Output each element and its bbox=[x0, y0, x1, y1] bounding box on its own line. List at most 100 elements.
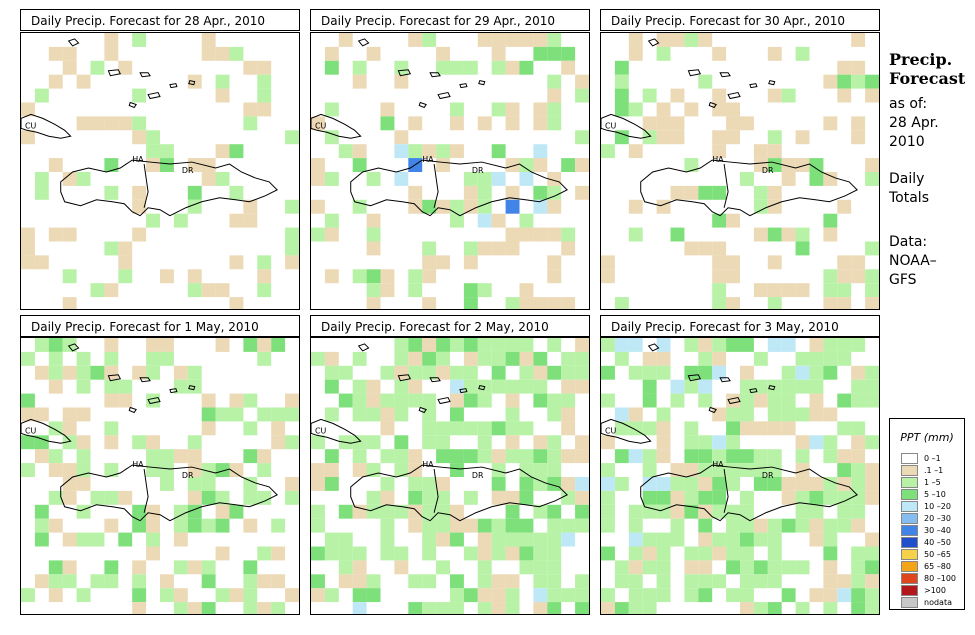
precip-cell bbox=[491, 351, 506, 366]
precip-cell bbox=[575, 449, 589, 464]
island-outline bbox=[107, 374, 122, 382]
precip-cell bbox=[519, 351, 534, 366]
precip-cell bbox=[851, 393, 866, 408]
precip-cell bbox=[215, 74, 230, 89]
precip-cell bbox=[753, 532, 768, 547]
precip-cell bbox=[823, 546, 838, 561]
precip-cell bbox=[324, 379, 339, 394]
precip-cell bbox=[865, 546, 879, 561]
precip-cell bbox=[865, 560, 879, 575]
precip-cell bbox=[628, 407, 643, 422]
island-outline bbox=[727, 397, 741, 405]
precip-cell bbox=[767, 574, 782, 589]
precip-cell bbox=[823, 476, 838, 491]
precip-cell bbox=[118, 393, 133, 408]
precip-cell bbox=[104, 185, 119, 200]
precip-cell bbox=[865, 365, 879, 380]
precip-cell bbox=[740, 393, 754, 408]
precip-cell bbox=[257, 490, 272, 505]
precip-cell bbox=[76, 463, 91, 477]
precip-cell bbox=[201, 574, 216, 589]
precip-cell bbox=[809, 365, 824, 380]
legend-rows: 0 –1 .1 –1 1 –5 5 –10 10 –20 20 –30 30 –40 40 –… bbox=[890, 452, 964, 608]
precip-cell bbox=[712, 546, 727, 561]
precip-cell bbox=[21, 435, 35, 450]
precip-cell bbox=[670, 379, 685, 394]
precip-cell bbox=[48, 351, 63, 366]
precip-cell bbox=[34, 504, 49, 519]
precip-cell bbox=[463, 449, 478, 464]
asof-label: as of: bbox=[889, 96, 928, 112]
precip-cell bbox=[394, 130, 409, 145]
precip-cell bbox=[656, 130, 671, 145]
precip-cell bbox=[519, 518, 534, 533]
precip-cell bbox=[547, 518, 562, 533]
precip-cell bbox=[851, 74, 866, 89]
precip-cell bbox=[76, 171, 91, 186]
data-line1: Data: bbox=[889, 234, 928, 250]
precip-cell bbox=[684, 338, 699, 352]
legend-swatch bbox=[901, 584, 918, 596]
precip-cell bbox=[684, 158, 699, 172]
precip-cell bbox=[851, 60, 866, 75]
precip-cell bbox=[575, 74, 589, 89]
precip-cell bbox=[767, 476, 782, 491]
precip-cell bbox=[380, 476, 395, 491]
precip-cell bbox=[271, 338, 286, 352]
precip-cell bbox=[338, 560, 353, 575]
precip-cell bbox=[753, 199, 768, 214]
precip-cell bbox=[642, 588, 657, 603]
precip-cell bbox=[62, 476, 77, 491]
precip-cell bbox=[781, 365, 796, 380]
precip-cell bbox=[394, 365, 409, 380]
precip-cell bbox=[505, 490, 520, 505]
precip-cell bbox=[865, 74, 879, 89]
precip-cell bbox=[726, 518, 740, 533]
precip-cell bbox=[684, 504, 699, 519]
precip-cell bbox=[380, 407, 395, 422]
precip-cell bbox=[851, 560, 866, 575]
precip-cell bbox=[48, 74, 63, 89]
precip-cell bbox=[823, 449, 838, 464]
precip-cell bbox=[795, 283, 810, 298]
precip-cell bbox=[656, 102, 671, 117]
precip-cell bbox=[201, 421, 216, 436]
precip-cell bbox=[338, 532, 353, 547]
precip-cell bbox=[160, 338, 174, 352]
precip-cell bbox=[865, 463, 879, 477]
precip-cell bbox=[160, 269, 174, 284]
precip-cell bbox=[575, 88, 589, 103]
precip-cell bbox=[21, 102, 35, 117]
precip-cell bbox=[795, 379, 810, 394]
precip-cell bbox=[477, 588, 492, 603]
precip-cell bbox=[366, 379, 381, 394]
precip-cell bbox=[614, 560, 629, 575]
precip-cell bbox=[324, 213, 339, 228]
precip-cell bbox=[90, 532, 105, 547]
precip-cell bbox=[118, 60, 133, 75]
precip-cell bbox=[76, 379, 91, 394]
precip-cell bbox=[698, 185, 713, 200]
precip-cell bbox=[450, 379, 464, 394]
precip-cell bbox=[547, 46, 562, 61]
border-line bbox=[143, 163, 149, 208]
precip-cell bbox=[215, 518, 230, 533]
precip-cell bbox=[311, 158, 325, 172]
precip-cell bbox=[352, 504, 367, 519]
precip-cell bbox=[285, 435, 299, 450]
precip-cell bbox=[436, 435, 450, 450]
precip-cell bbox=[823, 602, 838, 614]
precip-cell bbox=[505, 504, 520, 519]
precip-cell bbox=[422, 602, 437, 614]
precip-cell bbox=[491, 532, 506, 547]
precip-cell bbox=[670, 88, 685, 103]
precip-cell bbox=[48, 227, 63, 242]
precip-cell bbox=[243, 199, 258, 214]
precip-cell bbox=[601, 144, 615, 159]
precip-cell bbox=[753, 518, 768, 533]
precip-cell bbox=[670, 130, 685, 145]
precip-cell bbox=[450, 532, 464, 547]
precip-cell bbox=[104, 46, 119, 61]
precip-cell bbox=[132, 574, 147, 589]
precip-cell bbox=[408, 449, 423, 464]
